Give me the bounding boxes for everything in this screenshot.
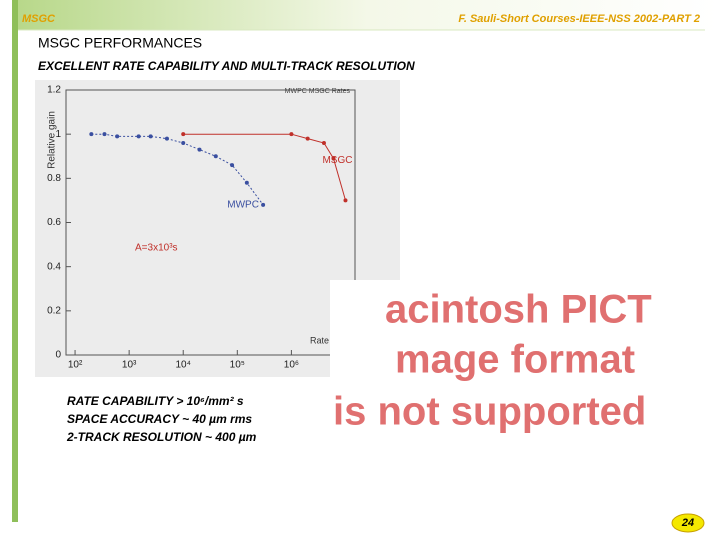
- page-number: 24: [681, 517, 694, 529]
- series-label: MWPC: [227, 199, 259, 210]
- data-point: [115, 134, 120, 139]
- y-tick-label: 0: [55, 350, 61, 361]
- title: MSGC PERFORMANCES: [38, 35, 202, 51]
- x-tick-label: 10⁵: [230, 360, 245, 371]
- placeholder-text: is not supported: [333, 390, 646, 434]
- data-point: [181, 132, 186, 137]
- data-point: [343, 198, 348, 203]
- placeholder-text: acintosh PICT: [385, 288, 652, 332]
- data-point: [305, 136, 310, 141]
- left-bar: [12, 0, 18, 522]
- y-tick-label: 1: [55, 129, 61, 140]
- data-point: [230, 163, 235, 168]
- x-tick-label: 10⁶: [284, 360, 299, 371]
- data-point: [164, 136, 169, 141]
- placeholder-text: mage format: [395, 338, 635, 382]
- y-tick-label: 0.8: [47, 173, 61, 184]
- data-point: [181, 141, 186, 145]
- y-axis-label: Relative gain: [47, 111, 58, 169]
- legend-title: MWPC MSGC Rates: [285, 88, 351, 95]
- data-point: [102, 132, 107, 137]
- series-line: [183, 133, 346, 201]
- bullet: SPACE ACCURACY ~ 40 µm rms: [67, 412, 252, 426]
- data-point: [136, 134, 141, 139]
- header-right: F. Sauli-Short Courses-IEEE-NSS 2002-PAR…: [458, 13, 700, 25]
- data-point: [148, 134, 153, 139]
- header-left: MSGC: [22, 13, 56, 25]
- page-badge: [671, 513, 705, 533]
- data-point: [244, 180, 249, 185]
- bullet: RATE CAPABILITY > 10⁶/mm² s: [67, 394, 244, 408]
- bullet: 2-TRACK RESOLUTION ~ 400 µm: [66, 430, 257, 444]
- y-tick-label: 0.6: [47, 217, 61, 228]
- x-tick-label: 10²: [68, 360, 83, 371]
- subtitle: EXCELLENT RATE CAPABILITY AND MULTI-TRAC…: [38, 59, 415, 73]
- annotation: A=3x10³s: [135, 243, 178, 254]
- data-point: [197, 147, 202, 152]
- data-point: [331, 156, 336, 161]
- series-label: MSGC: [322, 155, 352, 166]
- x-tick-label: 10³: [122, 360, 137, 371]
- y-tick-label: 0.2: [47, 305, 61, 316]
- image-placeholder: [330, 280, 715, 460]
- data-point: [289, 132, 294, 137]
- header-band: [18, 0, 718, 30]
- x-tick-label: 10⁴: [176, 360, 191, 371]
- data-point: [89, 132, 94, 137]
- series-line: [91, 133, 264, 206]
- y-tick-label: 1.2: [47, 85, 61, 96]
- data-point: [321, 141, 326, 145]
- data-point: [261, 202, 266, 207]
- y-tick-label: 0.4: [47, 261, 61, 272]
- data-point: [213, 154, 218, 159]
